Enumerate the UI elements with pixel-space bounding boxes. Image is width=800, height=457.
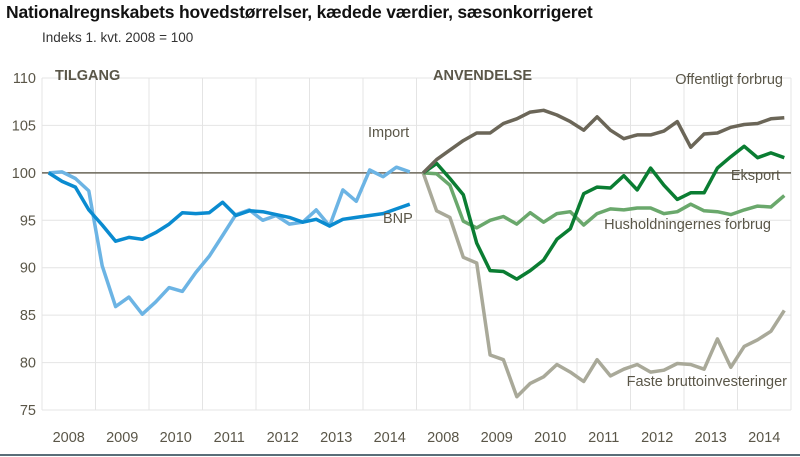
x-tick-label: 2009 xyxy=(481,430,513,446)
series-line-faste-bruttoinvesteringer xyxy=(421,172,786,399)
x-tick-label: 2014 xyxy=(374,430,406,446)
x-tick-label: 2008 xyxy=(427,430,459,446)
x-tick-label: 2011 xyxy=(214,430,245,446)
y-tick-label: 90 xyxy=(20,261,36,277)
series-line-bnp xyxy=(47,171,411,243)
series-label-import: Import xyxy=(368,125,409,141)
y-tick-label: 110 xyxy=(13,71,36,87)
y-tick-label: 85 xyxy=(20,308,36,324)
x-tick-label: 2010 xyxy=(534,430,566,446)
x-tick-labels: 2008 2009 2010 2011 2012 2013 2014 2008 2009 2010… xyxy=(53,430,781,446)
series-label-husholdningernes-forbrug: Husholdningernes forbrug xyxy=(604,217,771,233)
x-tick-label: 2008 xyxy=(53,430,85,446)
x-tick-label: 2013 xyxy=(320,430,352,446)
panel-title-tilgang: TILGANG xyxy=(55,68,120,84)
series-label-offentligt-forbrug: Offentligt forbrug xyxy=(675,72,783,88)
x-tick-label: 2011 xyxy=(588,430,619,446)
y-tick-label: 95 xyxy=(20,213,36,229)
x-tick-label: 2009 xyxy=(106,430,138,446)
x-tick-label: 2012 xyxy=(267,430,299,446)
x-tick-label: 2014 xyxy=(748,430,780,446)
series-lines xyxy=(47,108,786,399)
series-line-eksport xyxy=(422,144,785,281)
y-axis-unit-label: Indeks 1. kvt. 2008 = 100 xyxy=(42,30,194,45)
series-label-faste-bruttoinvesteringer: Faste bruttoinvesteringer xyxy=(627,374,788,390)
x-tick-label: 2013 xyxy=(695,430,727,446)
chart-title: Nationalregnskabets hovedstørrelser, kæd… xyxy=(6,2,593,22)
y-tick-label: 75 xyxy=(20,403,36,419)
series-label-bnp: BNP xyxy=(383,211,413,227)
y-tick-label: 80 xyxy=(20,356,36,372)
x-tick-label: 2010 xyxy=(160,430,192,446)
y-tick-labels: 75 80 85 90 95 100 105 110 xyxy=(12,71,36,419)
series-line-import xyxy=(48,165,411,316)
panel-title-anvendelse: ANVENDELSE xyxy=(433,68,532,84)
x-tick-label: 2012 xyxy=(641,430,673,446)
series-line-husholdningernes-forbrug xyxy=(423,171,786,230)
y-tick-label: 100 xyxy=(12,166,36,182)
series-label-eksport: Eksport xyxy=(731,168,780,184)
series-line-offentligt-forbrug xyxy=(421,108,785,175)
y-tick-label: 105 xyxy=(12,118,36,134)
